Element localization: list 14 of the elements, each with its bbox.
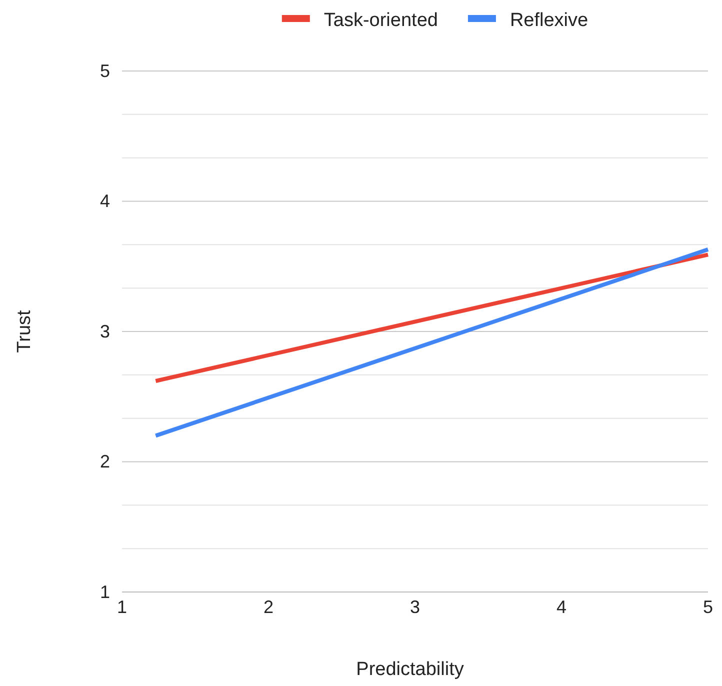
x-tick-label: 4 <box>556 596 567 617</box>
y-tick-label: 5 <box>100 60 110 81</box>
y-tick-label: 4 <box>100 191 110 212</box>
x-tick-label: 2 <box>263 596 274 617</box>
x-axis-title: Predictability <box>356 659 464 680</box>
y-tick-label: 3 <box>100 321 110 342</box>
x-tick-label: 1 <box>116 596 128 617</box>
legend-label: Reflexive <box>510 10 588 31</box>
legend-label: Task-oriented <box>324 10 438 31</box>
x-tick-label: 3 <box>410 596 420 617</box>
y-tick-label: 2 <box>100 452 110 472</box>
y-tick-label: 1 <box>100 582 110 602</box>
x-tick-label: 5 <box>702 596 714 617</box>
y-axis-title: Trust <box>14 309 35 353</box>
